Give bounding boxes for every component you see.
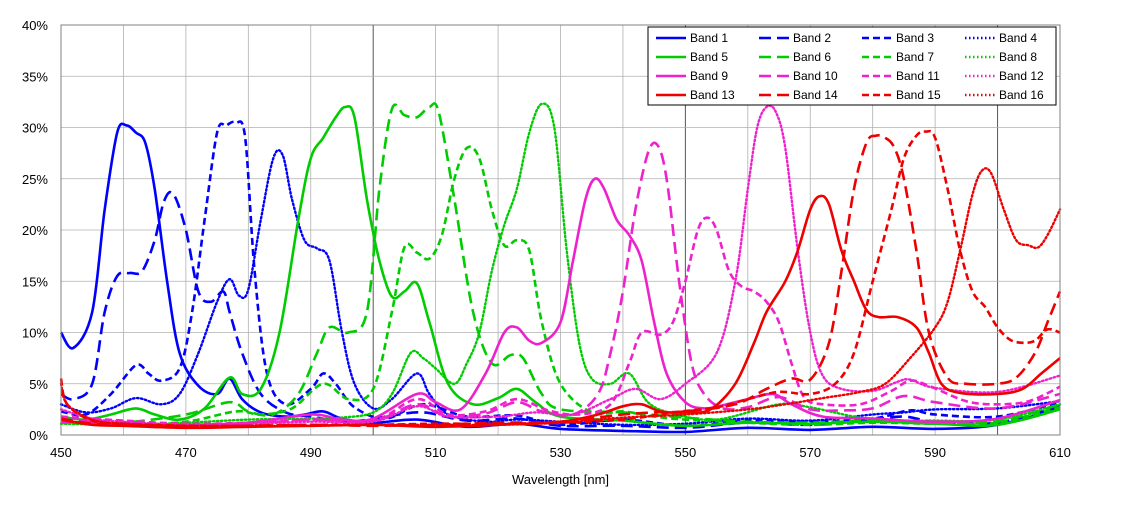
y-tick-label: 35% [22,69,48,84]
legend-label-band-11: Band 11 [896,69,940,83]
series-line-band-4 [59,148,1062,427]
legend-label-band-13: Band 13 [690,88,735,102]
legend-label-band-8: Band 8 [999,50,1037,64]
legend-label-band-7: Band 7 [896,50,934,64]
x-tick-labels: 450 470 490 510 530 550 570 590 610 [50,445,1071,460]
x-tick-label: 450 [50,445,72,460]
series-line-band-11 [60,216,1061,426]
x-tick-label: 590 [924,445,946,460]
x-tick-label: 610 [1049,445,1071,460]
x-tick-label: 570 [799,445,821,460]
series-line-band-9 [60,177,1061,427]
x-axis-label: Wavelength [nm] [512,472,609,487]
x-tick-label: 490 [300,445,322,460]
legend-label-band-15: Band 15 [896,88,941,102]
legend-label-band-3: Band 3 [896,31,934,45]
series-line-band-7 [60,145,1061,427]
legend: Band 1 Band 2 Band 3 Band 4 Band 5 Band 6 Band… [647,26,1057,106]
grid-lines [61,25,1060,435]
y-tick-label: 25% [22,172,48,187]
series-line-band-16 [59,167,1062,428]
y-tick-labels: 0% 5% 10% 15% 20% 25% 30% 35% 40% [22,18,48,443]
legend-label-band-12: Band 12 [999,69,1044,83]
plot-frame [60,24,1061,436]
y-tick-label: 20% [22,223,48,238]
legend-label-band-10: Band 10 [793,69,838,83]
x-tick-label: 530 [550,445,572,460]
legend-label-band-14: Band 14 [793,88,838,102]
legend-label-band-2: Band 2 [793,31,831,45]
legend-label-band-9: Band 9 [690,69,728,83]
legend-label-band-1: Band 1 [690,31,728,45]
series-line-band-3 [60,120,1061,428]
y-tick-label: 10% [22,326,48,341]
y-tick-label: 30% [22,121,48,136]
x-tick-label: 550 [675,445,697,460]
y-tick-label: 5% [29,377,48,392]
legend-box [647,26,1057,106]
y-tick-label: 0% [29,428,48,443]
legend-label-band-6: Band 6 [793,50,831,64]
legend-label-band-16: Band 16 [999,88,1044,102]
series-lines [59,102,1062,434]
series-line-band-15 [59,129,1061,428]
series-line-band-8 [59,102,1062,427]
series-line-band-1 [59,122,1061,434]
legend-label-band-4: Band 4 [999,31,1037,45]
legend-label-band-5: Band 5 [690,50,728,64]
y-tick-label: 40% [22,18,48,33]
y-tick-label: 15% [22,274,48,289]
x-tick-label: 510 [425,445,447,460]
x-tick-label: 470 [175,445,197,460]
